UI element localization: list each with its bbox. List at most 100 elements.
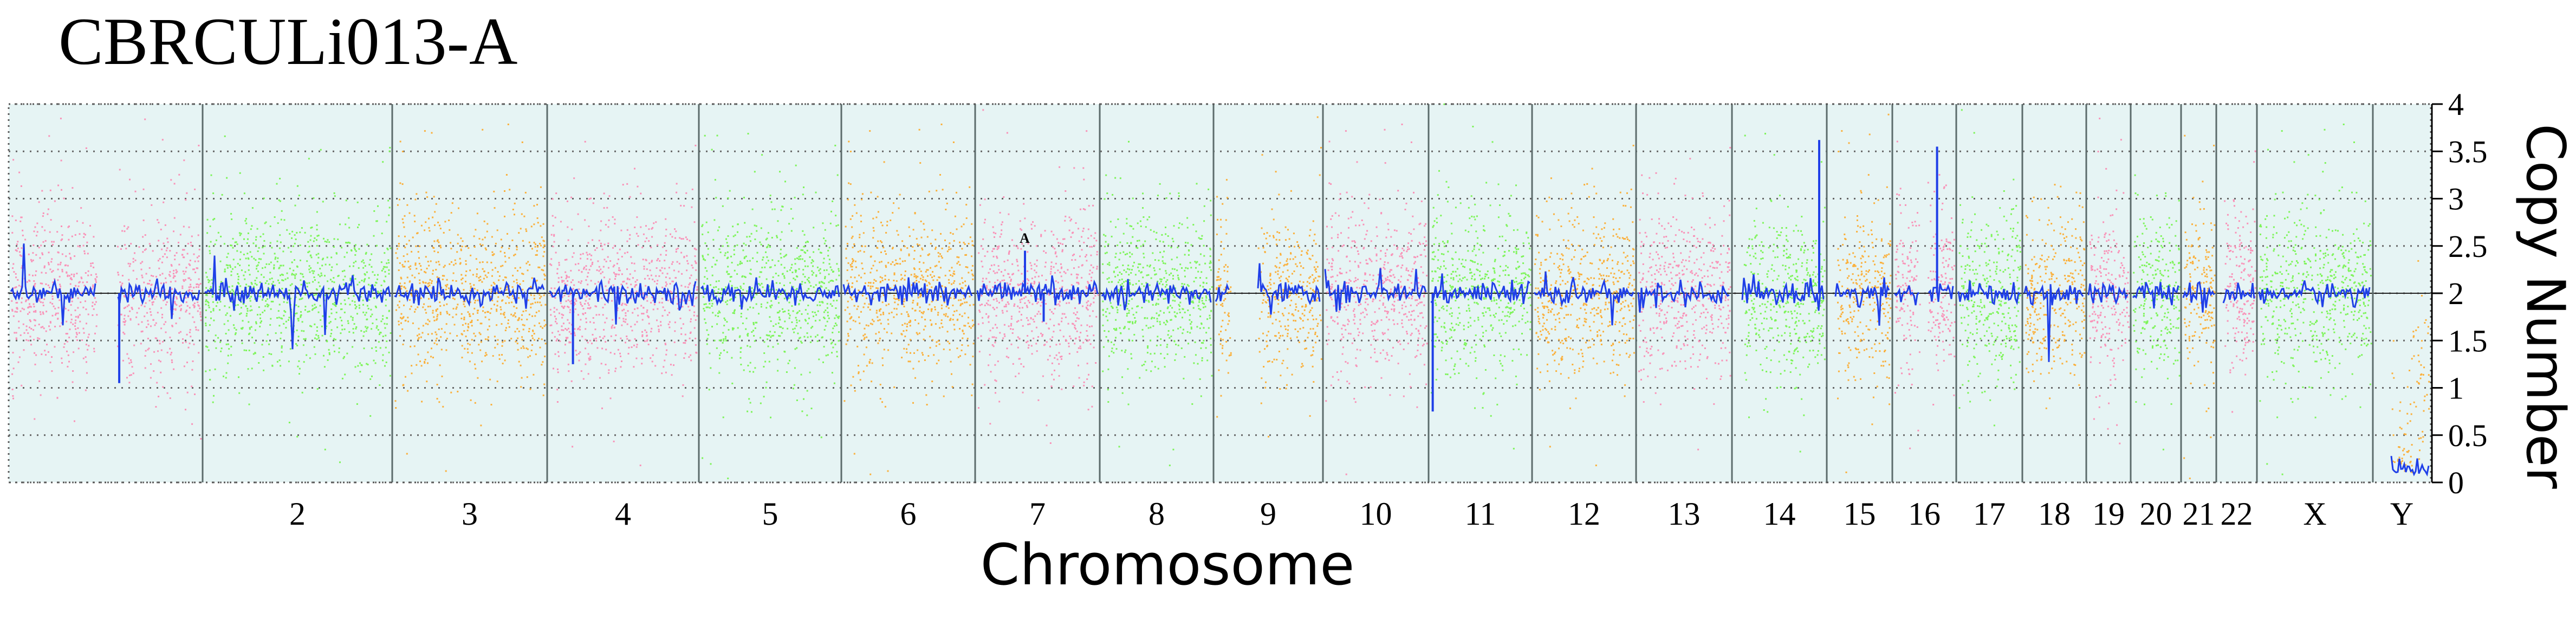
data-point [828, 273, 830, 275]
data-point [375, 346, 377, 349]
data-point [165, 304, 167, 306]
data-point [704, 276, 706, 278]
data-point [623, 308, 625, 311]
data-point [406, 453, 408, 455]
data-point [122, 321, 125, 323]
data-point [604, 243, 606, 246]
data-point [32, 252, 34, 254]
data-point [40, 301, 42, 303]
data-point [533, 242, 535, 244]
data-point [893, 297, 895, 299]
data-point [831, 372, 833, 374]
data-point [166, 392, 168, 394]
data-point [1027, 319, 1029, 321]
data-point [884, 405, 886, 408]
data-point [690, 359, 692, 362]
data-point [705, 306, 708, 308]
data-point [163, 201, 165, 203]
data-point [854, 390, 856, 392]
data-point [965, 204, 968, 206]
data-point [308, 246, 310, 248]
data-point [1042, 334, 1044, 336]
data-point [1021, 298, 1023, 300]
data-point [351, 300, 353, 302]
data-point [42, 212, 44, 214]
data-point [797, 311, 799, 313]
data-point [719, 354, 721, 356]
data-point [821, 281, 823, 283]
data-point [479, 333, 482, 336]
data-point [420, 297, 422, 299]
data-point [1086, 130, 1088, 132]
data-point [564, 352, 566, 354]
data-point [298, 360, 300, 362]
data-point [169, 397, 171, 399]
data-point [421, 401, 423, 403]
data-point [646, 309, 648, 311]
data-point [44, 229, 46, 231]
data-point [1053, 234, 1055, 236]
data-point [537, 246, 538, 248]
data-point [409, 308, 411, 310]
data-point [939, 276, 940, 279]
data-point [152, 301, 154, 303]
data-point [796, 347, 798, 349]
data-point [464, 347, 466, 350]
data-point [491, 254, 494, 256]
data-point [18, 356, 21, 358]
data-point [569, 300, 571, 302]
data-point [885, 266, 887, 268]
data-point [755, 321, 757, 324]
data-point [1065, 215, 1067, 217]
data-point [30, 259, 32, 261]
data-point [308, 250, 310, 253]
data-point [225, 372, 228, 374]
data-point [811, 270, 813, 272]
data-point [765, 386, 767, 389]
data-point [692, 267, 694, 269]
data-point [497, 296, 499, 298]
data-point [500, 265, 502, 267]
data-point [1083, 381, 1085, 383]
data-point [376, 325, 378, 327]
data-point [1073, 312, 1075, 314]
data-point [162, 290, 164, 292]
data-point [609, 397, 612, 399]
data-point [151, 301, 153, 304]
data-point [278, 325, 281, 327]
data-point [736, 273, 738, 275]
data-point [381, 269, 383, 272]
data-point [322, 315, 324, 317]
data-point [424, 362, 426, 364]
data-point [574, 328, 576, 330]
data-point [589, 356, 592, 358]
data-point [130, 374, 132, 376]
data-point [587, 353, 589, 355]
data-point [224, 268, 226, 270]
data-point [1036, 302, 1038, 305]
data-point [483, 278, 485, 280]
data-point [931, 381, 933, 383]
data-point [928, 253, 930, 255]
data-point [795, 317, 797, 319]
data-point [796, 247, 798, 249]
data-point [770, 336, 772, 338]
data-point [384, 323, 386, 325]
data-point [181, 285, 184, 287]
data-point [992, 299, 995, 301]
data-point [737, 264, 739, 266]
data-point [459, 263, 461, 265]
data-point [172, 277, 174, 279]
data-point [212, 218, 215, 221]
data-point [641, 331, 643, 333]
data-point [870, 287, 872, 289]
data-point [885, 231, 887, 234]
data-point [982, 266, 984, 268]
data-point [275, 332, 277, 334]
data-point [599, 377, 601, 379]
data-point [20, 220, 22, 222]
data-point [12, 352, 14, 354]
data-point [343, 256, 346, 258]
data-point [650, 357, 652, 359]
data-point [1086, 335, 1088, 337]
